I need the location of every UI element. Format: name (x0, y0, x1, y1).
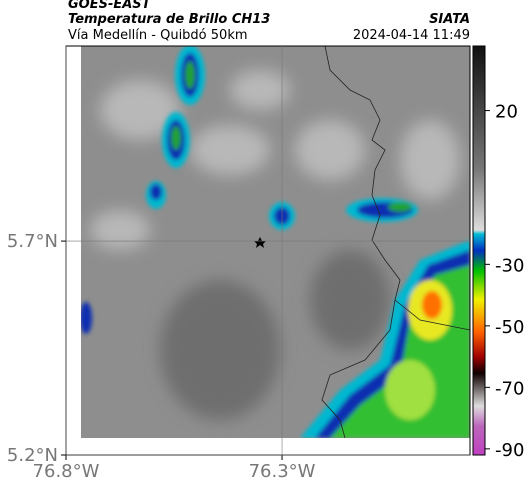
caption: Vía Medellín - Quibdó 50km (68, 28, 248, 43)
colorbar-tick-label: 20 (495, 102, 518, 123)
x-tick-label: 76.8°W (33, 461, 100, 482)
subtitle: Temperatura de Brillo CH13 (68, 12, 270, 27)
colorbar-tick-label: -30 (495, 255, 524, 276)
satellite-image (81, 46, 470, 438)
y-tick-label: 5.2°N (7, 445, 58, 466)
location-marker (254, 237, 266, 248)
source: SIATA (429, 12, 470, 27)
y-tick-label: 5.7°N (7, 231, 58, 252)
colorbar-tick-label: -90 (495, 440, 524, 461)
title: GOES-EAST (68, 0, 152, 12)
x-tick-label: 76.3°W (249, 461, 316, 482)
colorbar-tick-label: -70 (495, 378, 524, 399)
colorbar-tick-label: -50 (495, 317, 524, 338)
timestamp: 2024-04-14 11:49 (353, 28, 470, 43)
colorbar (472, 45, 486, 456)
